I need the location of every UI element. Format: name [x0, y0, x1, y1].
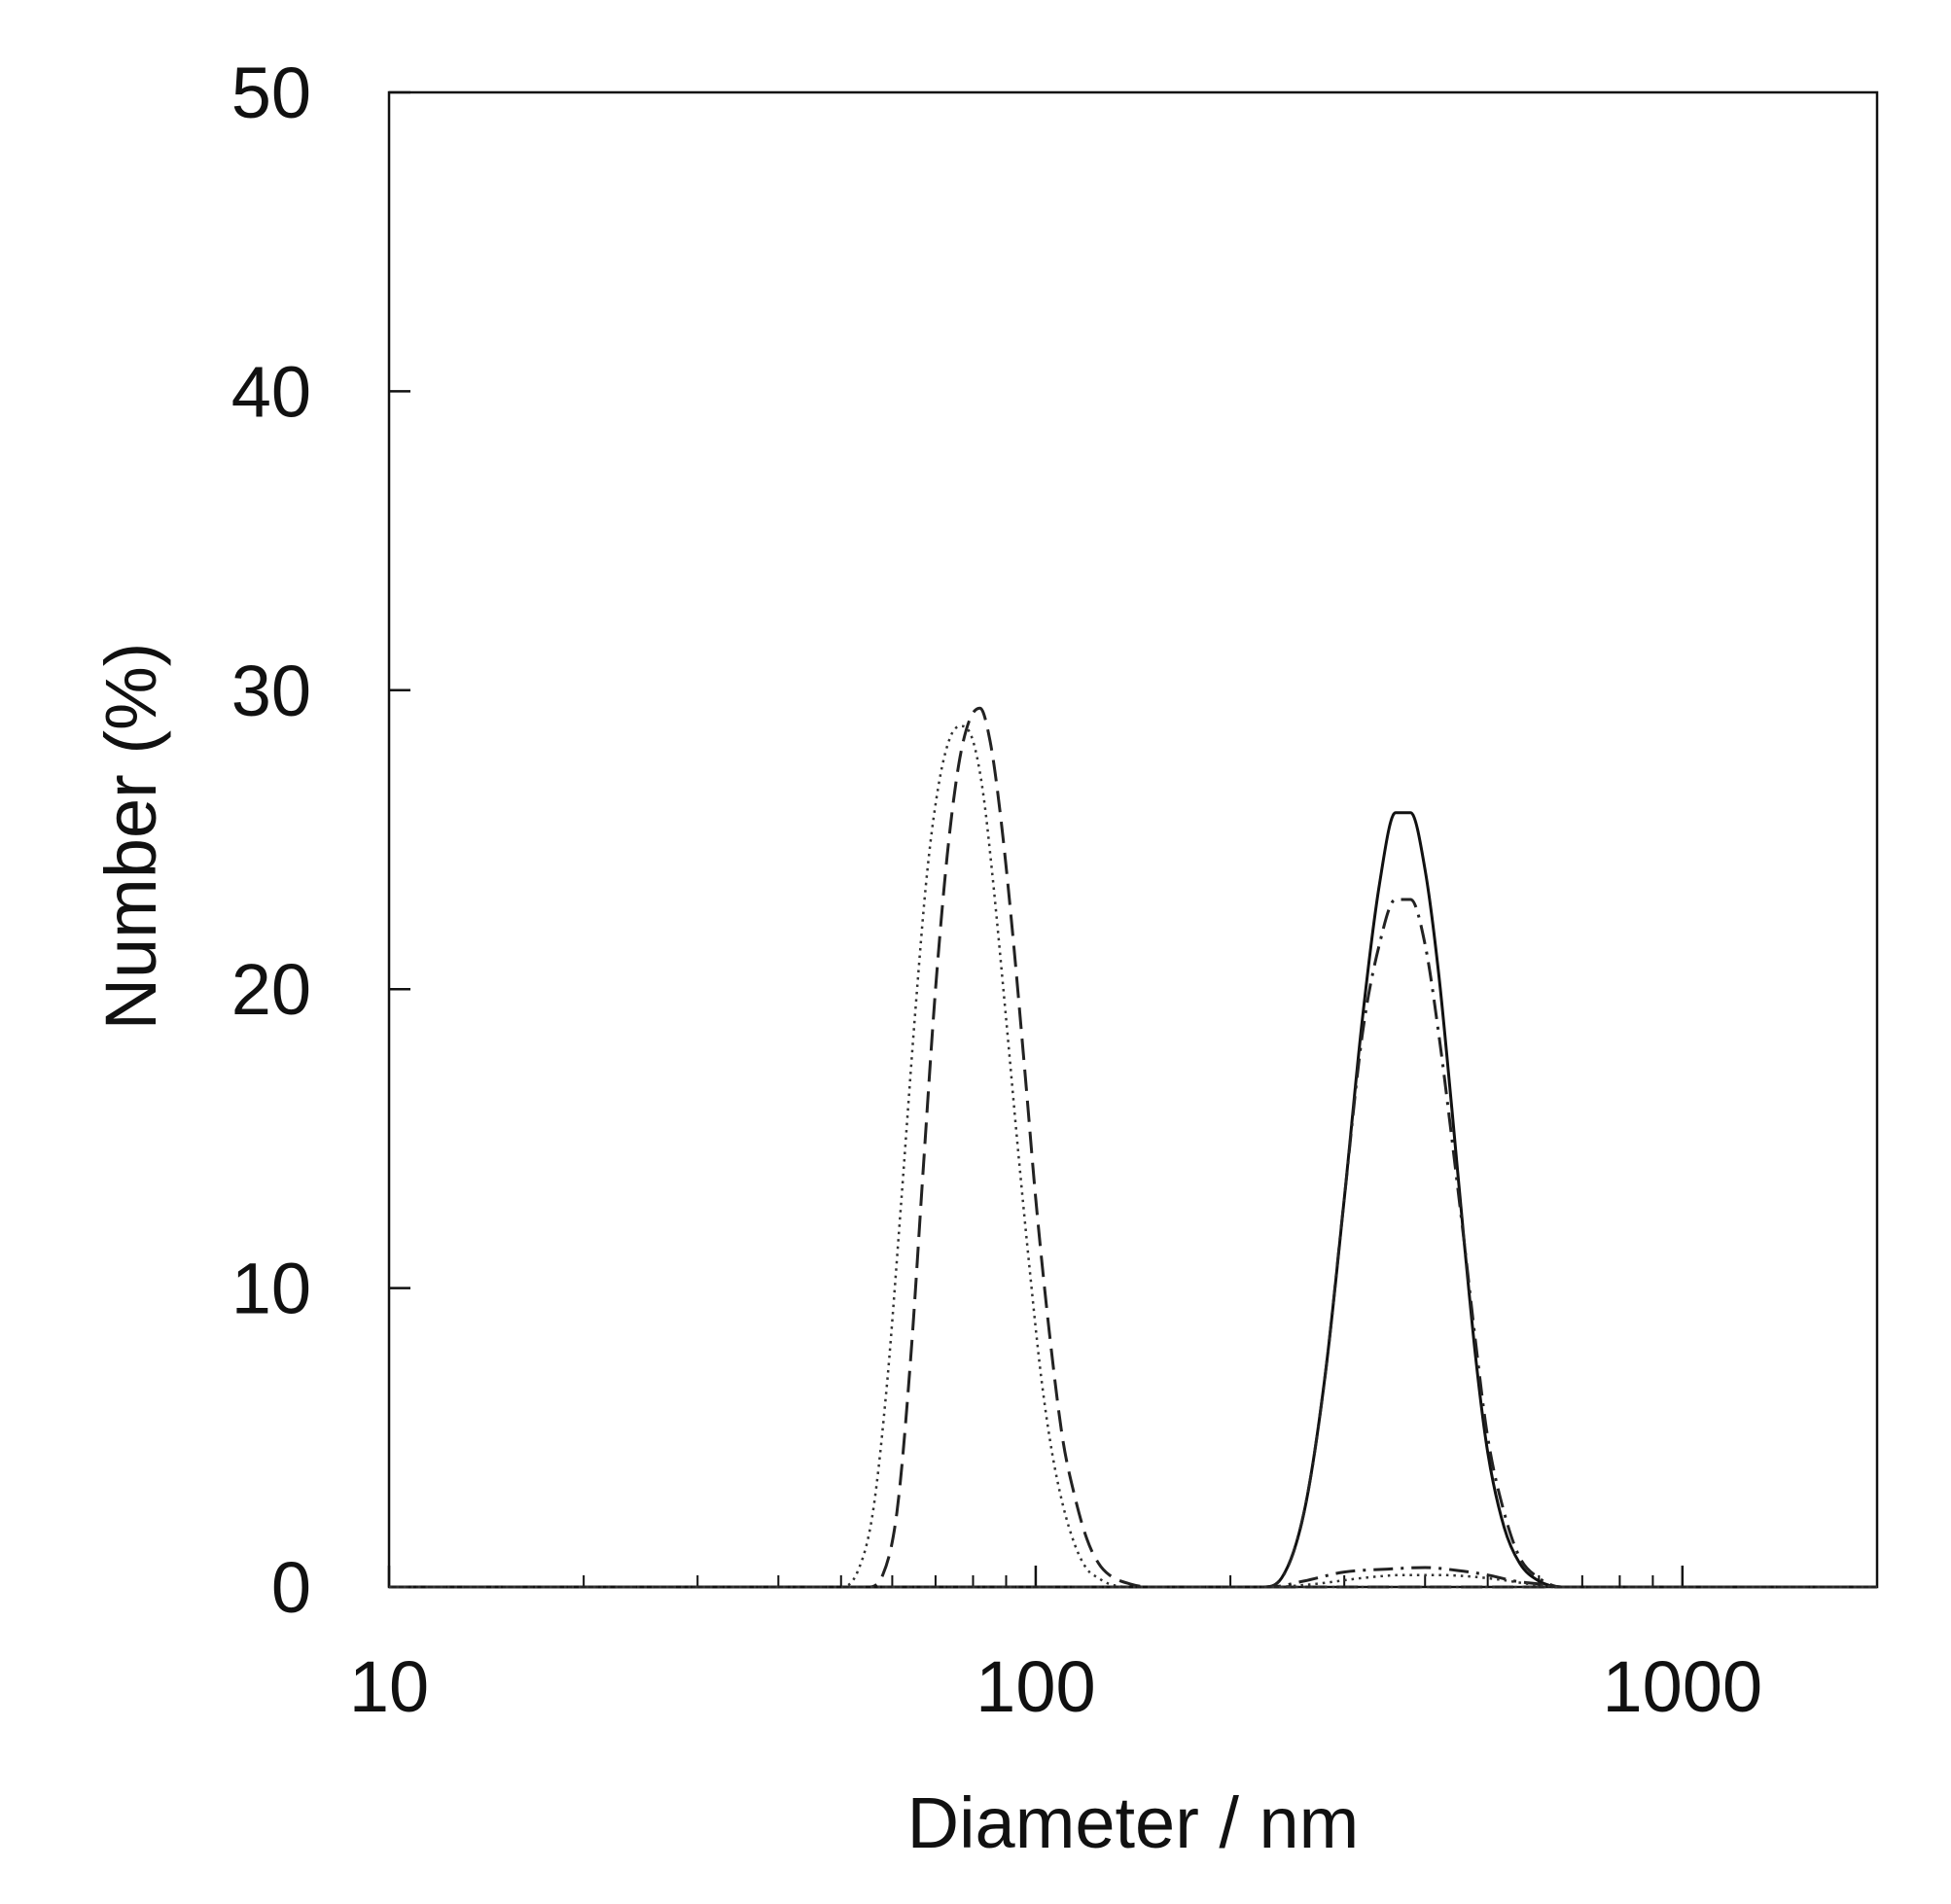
- series-line-3-solid: [389, 811, 1877, 1589]
- y-axis-title: Number (%): [90, 643, 171, 1031]
- x-tick-label: 100: [976, 1646, 1095, 1727]
- x-axis-ticks: 10 100 1000: [349, 1566, 1762, 1727]
- x-tick-label: 1000: [1603, 1646, 1763, 1727]
- series-line-4-dash-dot: [389, 898, 1877, 1589]
- x-axis-title: Diameter / nm: [907, 1782, 1360, 1863]
- y-tick-label: 10: [231, 1249, 311, 1329]
- series-line-6-dotted: [389, 1573, 1877, 1589]
- y-tick-label: 30: [231, 651, 311, 731]
- y-tick-label: 50: [231, 53, 311, 133]
- series-layer: [389, 706, 1877, 1589]
- series-line-5-dash-dot: [389, 1566, 1877, 1589]
- series-line-1-dashed: [389, 706, 1877, 1589]
- x-tick-label: 10: [349, 1646, 429, 1727]
- x-axis-minor-ticks: [583, 1575, 1878, 1587]
- series-line-2-dotted: [389, 724, 1877, 1589]
- plot-area-frame: [387, 90, 1879, 1589]
- y-tick-label: 20: [231, 949, 311, 1030]
- y-tick-label: 40: [231, 351, 311, 432]
- y-tick-label: 0: [271, 1547, 311, 1628]
- y-axis-ticks: 0 10 20 30 40 50: [231, 53, 410, 1628]
